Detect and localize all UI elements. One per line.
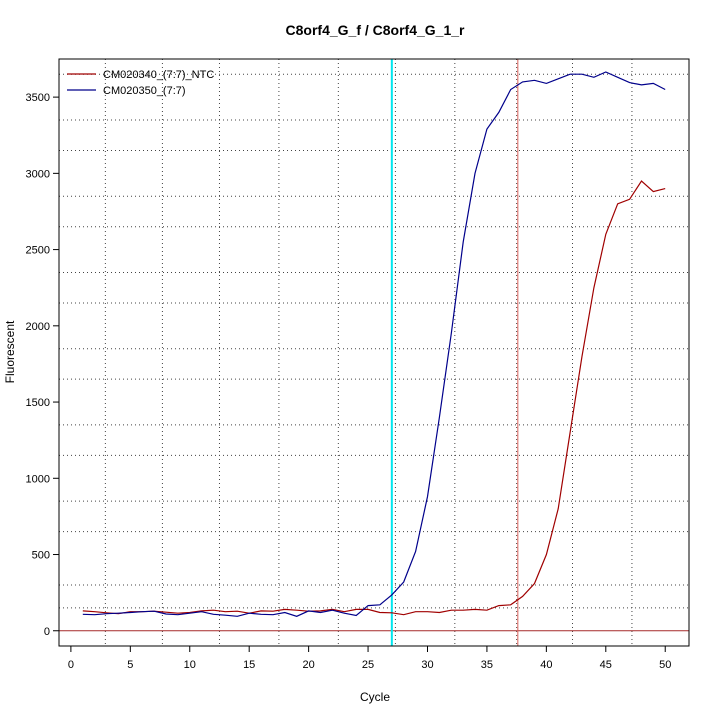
legend-entry-label: CM020340_(7:7)_NTC (103, 69, 214, 81)
x-tick-label: 0 (68, 659, 74, 671)
chart-title: C8orf4_G_f / C8orf4_G_1_r (286, 22, 466, 38)
x-tick-label: 40 (540, 659, 552, 671)
plot-content (59, 59, 689, 646)
x-axis-label: Cycle (360, 690, 390, 704)
y-tick-label: 3500 (26, 92, 50, 104)
series-line-1 (82, 180, 666, 616)
y-tick-label: 500 (32, 550, 50, 562)
y-tick-label: 1000 (26, 473, 50, 485)
y-axis-label: Fluorescent (3, 320, 17, 383)
plot-frame (58, 58, 690, 647)
x-tick-label: 20 (302, 659, 314, 671)
x-tick-label: 45 (600, 659, 612, 671)
y-tick-label: 1500 (26, 397, 50, 409)
y-tick-label: 2500 (26, 245, 50, 257)
x-tick-label: 35 (481, 659, 493, 671)
x-tick-label: 15 (243, 659, 255, 671)
x-tick-label: 10 (184, 659, 196, 671)
x-tick-label: 25 (362, 659, 374, 671)
y-tick-label: 3000 (26, 168, 50, 180)
series-line-2 (82, 71, 666, 617)
x-tick-label: 5 (127, 659, 133, 671)
y-tick-label: 0 (44, 626, 50, 638)
legend: CM020340_(7:7)_NTC CM020350_(7:7) (67, 69, 214, 97)
x-tick-label: 30 (421, 659, 433, 671)
legend-entry-label: CM020350_(7:7) (103, 85, 186, 97)
x-tick-label: 50 (659, 659, 671, 671)
y-tick-label: 2000 (26, 321, 50, 333)
